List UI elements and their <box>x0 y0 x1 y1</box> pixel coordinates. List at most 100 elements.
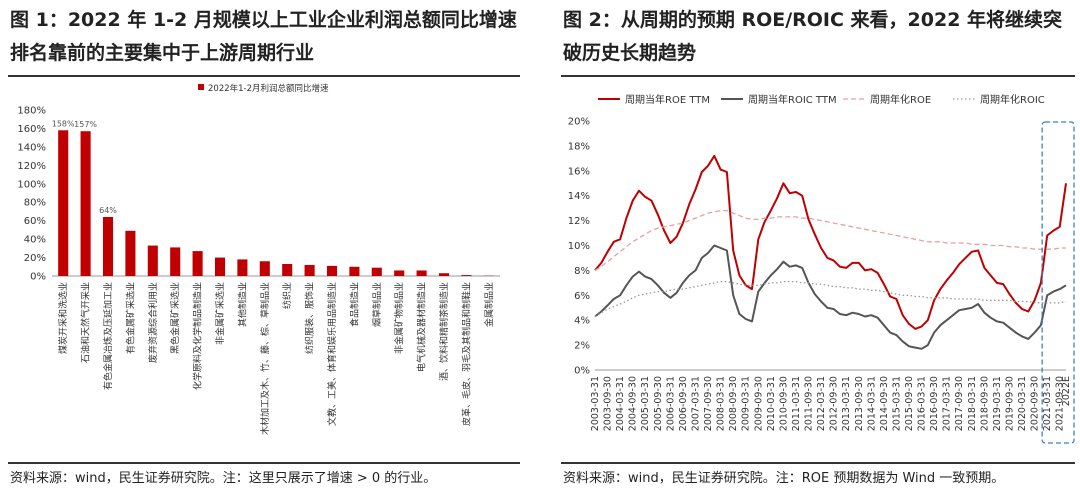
bar <box>438 273 450 276</box>
x-tick-label: 非金属矿采选业 <box>214 282 226 345</box>
x-tick-label: 2007-03-31 <box>690 376 701 431</box>
x-tick-label: 2010-09-30 <box>778 376 789 431</box>
legend-label: 2022年1-2月利润总额同比增速 <box>208 83 329 94</box>
x-tick-label: 有色金属矿采选业 <box>124 282 136 354</box>
y-tick-label: 20% <box>568 117 590 128</box>
bar <box>394 270 405 276</box>
bar <box>58 130 69 276</box>
x-tick-label: 2021-09-30 <box>1055 376 1066 431</box>
x-tick-label: 2018-09-30 <box>979 376 990 431</box>
x-tick-label: 皮革、毛皮、羽毛及其制品和制鞋业 <box>460 282 472 426</box>
figure1-title: 图 1：2022 年 1-2 月规模以上工业企业利润总额同比增速排名靠前的主要集… <box>10 9 517 64</box>
bar <box>102 216 114 276</box>
x-tick-label: 酒、饮料和精制茶制造业 <box>438 282 450 381</box>
bar <box>416 270 427 276</box>
y-tick-label: 16% <box>568 166 590 177</box>
x-tick-label: 石油和天然气开采业 <box>80 282 92 363</box>
legend-label: 周期年化ROE <box>870 93 931 106</box>
x-tick-label: 2004-09-30 <box>628 376 639 431</box>
x-tick-label: 2011-03-31 <box>791 376 802 431</box>
x-tick-label: 废弃资源综合利用业 <box>147 282 159 363</box>
y-tick-label: 10% <box>568 241 590 252</box>
x-tick-label: 2013-09-30 <box>854 376 865 431</box>
x-tick-label: 2003-03-31 <box>590 376 601 431</box>
legend-label: 周期当年ROIC TTM <box>748 93 837 106</box>
legend-label: 周期年化ROIC <box>980 93 1045 106</box>
x-tick-label: 化学原料及化学制品制造业 <box>192 282 204 390</box>
x-tick-label: 2016-09-30 <box>929 376 940 431</box>
x-tick-label: 2019-09-30 <box>1004 376 1015 431</box>
x-tick-label: 2015-03-31 <box>891 376 902 431</box>
y-tick-label: 0% <box>30 272 46 283</box>
figure2-panel: 图 2：从周期的预期 ROE/ROIC 来看，2022 年将继续突破历史长期趋势… <box>553 0 1080 491</box>
bar <box>170 247 181 276</box>
bar <box>371 267 382 276</box>
y-tick-label: 40% <box>24 235 46 246</box>
figure2-bottom-rule <box>561 462 1075 464</box>
y-tick-label: 8% <box>574 266 590 277</box>
x-tick-label: 2020-03-31 <box>1017 376 1028 431</box>
bar <box>237 259 248 276</box>
y-tick-label: 14% <box>568 191 590 202</box>
figure2-title: 图 2：从周期的预期 ROE/ROIC 来看，2022 年将继续突破历史长期趋势 <box>563 9 1063 64</box>
x-tick-label: 2004-03-31 <box>615 376 626 431</box>
x-tick-label: 文教、工美、体育和娱乐用品制造业 <box>326 282 338 426</box>
x-tick-label: 2010-03-31 <box>766 376 777 431</box>
x-tick-label: 纺织业 <box>281 282 293 309</box>
x-tick-label: 电气机械及器材制造业 <box>416 282 428 372</box>
bar <box>259 261 270 276</box>
x-tick-label: 烟草制品业 <box>371 282 383 327</box>
x-tick-label: 2007-09-30 <box>703 376 714 431</box>
x-tick-label: 2003-09-30 <box>603 376 614 431</box>
x-tick-label: 2005-03-31 <box>640 376 651 431</box>
x-tick-label: 金属制品业 <box>483 282 495 327</box>
x-tick-label: 黑色金属矿采选业 <box>169 282 181 354</box>
bar <box>326 265 338 276</box>
y-tick-label: 2% <box>574 341 590 352</box>
bar <box>80 131 91 276</box>
x-tick-label: 2011-09-30 <box>804 376 815 431</box>
figure2-source: 资料来源：wind，民生证券研究院。注：ROE 预期数据为 Wind 一致预期。 <box>563 471 1005 486</box>
figure1-top-rule <box>8 75 520 77</box>
figure1-source: 资料来源：wind，民生证券研究院。注：这里只展示了增速 > 0 的行业。 <box>10 471 437 486</box>
bar <box>461 275 472 276</box>
series-line <box>594 280 1067 318</box>
x-tick-label: 2006-09-30 <box>678 376 689 431</box>
x-tick-label: 2016-03-31 <box>917 376 928 431</box>
y-tick-label: 4% <box>574 316 590 327</box>
x-tick-label: 2014-03-31 <box>866 376 877 431</box>
x-tick-label: 非金属矿物制品业 <box>393 282 405 354</box>
y-tick-label: 140% <box>17 142 46 153</box>
legend-label: 周期当年ROE TTM <box>625 93 710 106</box>
y-tick-label: 20% <box>24 253 46 264</box>
y-tick-label: 60% <box>24 216 46 227</box>
x-tick-label: 有色金属冶炼及压延加工业 <box>102 282 114 390</box>
legend-swatch <box>198 84 204 90</box>
x-tick-label: 2017-03-31 <box>942 376 953 431</box>
bar <box>304 264 315 276</box>
y-tick-label: 180% <box>17 106 46 117</box>
figure1-bar-chart: 2022年1-2月利润总额同比增速 0% 20% 40% 60% 80% 100% 120% 1… <box>17 83 500 435</box>
x-tick-label: 2013-03-31 <box>841 376 852 431</box>
bar <box>214 257 226 276</box>
x-tick-label: 食品制造业 <box>348 282 360 327</box>
x-tick-label: 2019-03-31 <box>992 376 1003 431</box>
y-tick-label: 160% <box>17 124 46 135</box>
forecast-highlight-box <box>1041 121 1075 444</box>
data-label: 157% <box>74 120 97 129</box>
bar <box>147 245 158 276</box>
figure2-line-chart: 周期当年ROE TTM 周期当年ROIC TTM 周期年化ROE 周期年化ROIC 0%… <box>568 93 1075 444</box>
series-line <box>594 154 1067 330</box>
bar <box>192 251 203 276</box>
bar <box>349 266 360 276</box>
x-tick-label: 2006-03-31 <box>665 376 676 431</box>
x-tick-label: 2008-03-31 <box>716 376 727 431</box>
figure1-bottom-rule <box>8 462 520 464</box>
x-tick-label: 2008-09-30 <box>728 376 739 431</box>
x-tick-label: 木材加工及木、竹、藤、棕、草制品业 <box>259 282 271 435</box>
x-tick-label: 2015-09-30 <box>904 376 915 431</box>
x-tick-label: 2005-09-30 <box>653 376 664 431</box>
y-tick-label: 120% <box>17 161 46 172</box>
x-tick-label: 2021-03-31 <box>1042 376 1053 431</box>
series-line <box>594 244 1067 350</box>
